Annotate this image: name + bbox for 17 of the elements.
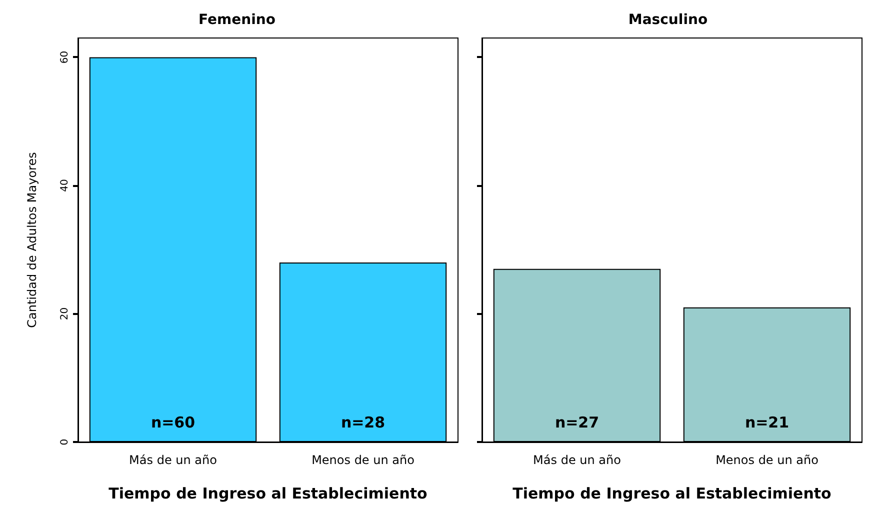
y-tick-label: 40 <box>60 179 70 192</box>
y-axis-title: Cantidad de Adultos Mayores <box>25 152 39 328</box>
y-tick-label: 20 <box>60 307 70 320</box>
y-tick-label: 60 <box>60 50 70 64</box>
data-label: n=28 <box>340 414 386 432</box>
chart-title: Femenino <box>198 12 276 28</box>
x-tick-label: Más de un año <box>533 453 621 467</box>
data-label: n=60 <box>150 414 196 432</box>
x-axis-title: Tiempo de Ingreso al Establecimiento <box>108 484 428 502</box>
x-tick-label: Menos de un año <box>716 453 818 467</box>
chart-title: Masculino <box>628 12 708 28</box>
x-tick-label: Más de un año <box>129 453 217 467</box>
y-tick-label: 0 <box>60 438 70 446</box>
x-tick-label: Menos de un año <box>312 453 414 467</box>
data-label: n=27 <box>554 414 600 432</box>
data-label: n=21 <box>744 414 790 432</box>
x-axis-title: Tiempo de Ingreso al Establecimiento <box>512 484 832 502</box>
